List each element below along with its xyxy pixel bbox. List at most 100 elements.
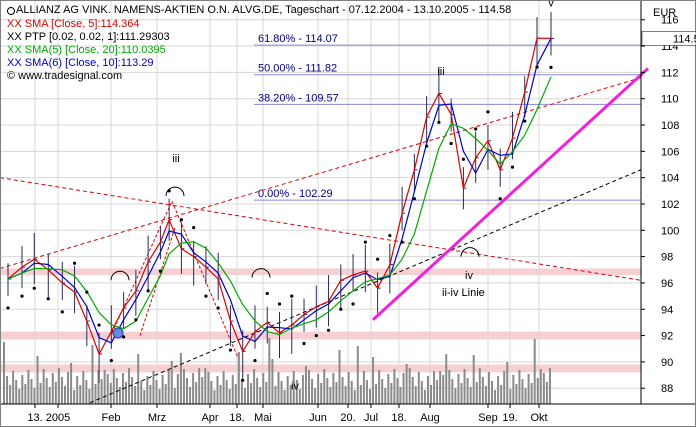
sar-dot xyxy=(388,233,392,238)
downtrend-line xyxy=(0,177,642,281)
sar-dot xyxy=(510,165,515,169)
sar-dot xyxy=(486,110,490,114)
last-price-box xyxy=(641,31,696,46)
wave-label: iii xyxy=(437,66,444,78)
wave-label: iv xyxy=(291,381,299,393)
support-zone xyxy=(0,268,641,276)
sar-dot xyxy=(449,141,453,146)
resistance-line xyxy=(0,77,642,269)
sar-dot xyxy=(302,341,306,346)
x-tick-label: Jul xyxy=(364,412,378,424)
chart-title-text: ALLIANZ AG VINK. NAMENS-AKTIEN O.N. ALVG… xyxy=(16,4,512,16)
sar-dot xyxy=(241,378,245,382)
marker-diamond xyxy=(112,327,124,339)
x-tick-label: Okt xyxy=(530,412,547,424)
sar-dot xyxy=(425,144,429,148)
sar-dot xyxy=(97,323,101,327)
sar-dot xyxy=(314,333,318,338)
sar-dot xyxy=(167,189,171,193)
watermark-text: www.tradesignal.com xyxy=(18,70,123,82)
x-tick-label: Feb xyxy=(102,412,121,424)
y-tick-label: 116 xyxy=(661,15,679,27)
sar-dot xyxy=(204,294,208,298)
sar-dot xyxy=(32,286,36,290)
sar-dot xyxy=(192,226,196,230)
sar-dot xyxy=(109,358,113,363)
legend-sma-10: XX SMA(6) [Close, 10]:113.29 xyxy=(7,57,154,69)
y-tick-label: 106 xyxy=(661,146,679,158)
sar-dot xyxy=(437,120,441,124)
legend-marker-icon xyxy=(7,7,15,15)
support-trendline xyxy=(371,67,650,321)
sar-dot xyxy=(265,291,269,296)
sar-dot xyxy=(146,289,150,293)
wedge-line xyxy=(111,201,173,334)
sar-dot xyxy=(375,257,380,261)
fib-level-label: 0.00% - 102.29 xyxy=(258,188,333,200)
sar-dot xyxy=(134,318,138,322)
sma-10-line xyxy=(7,38,552,344)
y-tick-label: 88 xyxy=(661,383,673,395)
sar-dot xyxy=(339,307,343,311)
y-tick-label: 98 xyxy=(661,252,673,264)
sar-dot xyxy=(351,302,355,306)
x-tick-label: Jun xyxy=(309,412,327,424)
wave-label: iv xyxy=(465,270,473,282)
wave-arc xyxy=(251,268,271,278)
y-tick-label: 108 xyxy=(661,120,679,132)
y-tick-label: 102 xyxy=(661,199,679,211)
fib-level-label: 50.00% - 111.82 xyxy=(258,63,337,75)
sar-dot xyxy=(461,157,466,161)
currency-label: EUR xyxy=(653,7,676,19)
x-tick-label: Mai xyxy=(254,412,272,424)
wave-label: iii xyxy=(172,153,179,165)
sar-dot xyxy=(72,261,77,265)
legend-sma-5: XX SMA [Close, 5]:114.364 xyxy=(7,18,140,30)
sar-dot xyxy=(412,197,416,201)
sar-dot xyxy=(326,328,331,332)
chart-title: ALLIANZ AG VINK. NAMENS-AKTIEN O.N. ALVG… xyxy=(7,4,511,17)
sar-dot xyxy=(228,348,233,352)
y-tick-label: 110 xyxy=(661,94,679,106)
x-tick-label: Mrz xyxy=(148,412,166,424)
y-tick-label: 92 xyxy=(661,331,673,343)
x-tick-label: 19. xyxy=(502,412,517,424)
last-price-label: 114.58 xyxy=(673,33,696,45)
sar-dot xyxy=(277,302,282,306)
copyright-icon: © xyxy=(7,70,16,82)
wave-arc xyxy=(460,247,480,257)
sar-dot xyxy=(535,65,539,69)
ii-iv-line xyxy=(89,169,642,404)
sar-dot xyxy=(179,218,184,222)
sar-dot xyxy=(46,297,50,301)
sar-dot xyxy=(158,269,162,273)
x-tick-label: 13. xyxy=(27,412,42,424)
y-tick-label: 90 xyxy=(661,357,673,369)
wedge-line xyxy=(171,201,239,359)
sar-dot xyxy=(20,294,24,298)
x-tick-label: 18. xyxy=(229,412,244,424)
sma-5-line xyxy=(7,37,552,356)
sar-dot xyxy=(60,310,64,314)
x-tick-label: Sep xyxy=(478,412,498,424)
sar-dot xyxy=(85,290,89,294)
wave-arc xyxy=(165,186,185,197)
x-tick-label: Aug xyxy=(420,412,440,424)
sar-dot xyxy=(253,358,257,363)
sar-dot xyxy=(216,306,220,310)
x-tick-label: 20. xyxy=(340,412,355,424)
wave-label: v xyxy=(548,0,554,10)
sar-dot xyxy=(400,240,404,244)
sar-dot xyxy=(549,65,553,69)
y-tick-label: 104 xyxy=(661,173,679,185)
legend-ptp: XX PTP [0.02, 0.02, 1]:111.29303 xyxy=(7,31,170,43)
x-tick-label: 2005 xyxy=(46,412,70,424)
sma-20-line xyxy=(7,76,552,336)
sar-dot xyxy=(6,306,10,310)
sar-dot xyxy=(363,240,367,244)
x-tick-label: Apr xyxy=(201,412,218,424)
sar-dot xyxy=(523,119,527,123)
support-zone xyxy=(0,364,641,373)
